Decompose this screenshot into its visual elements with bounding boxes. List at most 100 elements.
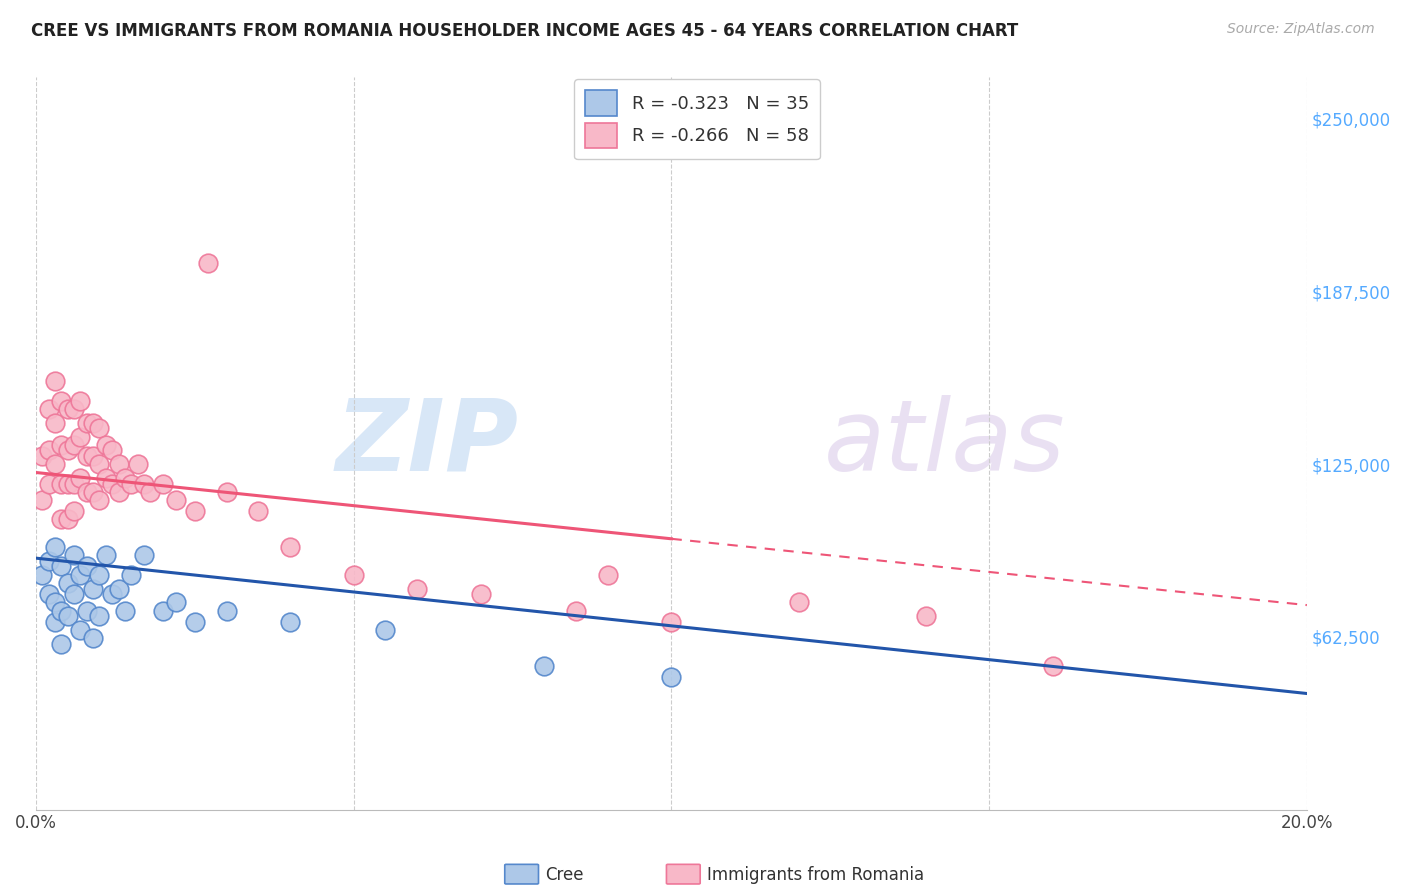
Point [94,438,117,452]
Point [470,587,492,601]
Point [165,493,187,508]
Point [82,632,104,646]
Point [114,471,136,485]
Point [139,484,162,499]
Point [82,582,104,596]
Point [69,471,91,485]
Point [51,438,73,452]
Point [56,512,79,526]
Point [89,609,111,624]
Point [63,549,86,563]
Point [63,476,86,491]
Text: Source: ZipAtlas.com: Source: ZipAtlas.com [1227,22,1375,37]
Point [247,504,270,518]
Point [44,416,66,430]
Point [278,615,301,629]
Point [101,443,124,458]
Text: CREE VS IMMIGRANTS FROM ROMANIA HOUSEHOLDER INCOME AGES 45 - 64 YEARS CORRELATIO: CREE VS IMMIGRANTS FROM ROMANIA HOUSEHOL… [31,22,1018,40]
Point [787,595,810,609]
Point [120,567,142,582]
Text: ZIP: ZIP [336,395,519,492]
Point [197,255,219,269]
Point [44,457,66,471]
Point [69,393,91,408]
Point [38,587,60,601]
Point [51,604,73,618]
Point [63,438,86,452]
Point [127,457,149,471]
Point [914,609,936,624]
Point [184,615,207,629]
Point [1042,659,1064,673]
Point [533,659,555,673]
Point [51,637,73,651]
Point [94,471,117,485]
Point [184,504,207,518]
Point [69,429,91,443]
Text: Immigrants from Romania: Immigrants from Romania [707,866,924,884]
Point [565,604,588,618]
Point [51,393,73,408]
Point [44,540,66,554]
Point [82,416,104,430]
Point [107,582,129,596]
Point [76,416,98,430]
Point [38,401,60,416]
Point [215,484,238,499]
Point [63,401,86,416]
Point [374,623,396,637]
Point [132,549,155,563]
Point [56,576,79,591]
Point [44,615,66,629]
Point [94,549,117,563]
Point [107,484,129,499]
Point [56,443,79,458]
Point [152,476,174,491]
Point [56,609,79,624]
Point [31,493,53,508]
Point [120,476,142,491]
Point [89,493,111,508]
Point [63,504,86,518]
Point [63,587,86,601]
Point [89,567,111,582]
Point [76,559,98,574]
Point [51,476,73,491]
Point [343,567,366,582]
Point [661,670,683,684]
Point [31,567,53,582]
Point [596,567,619,582]
Point [76,484,98,499]
Point [215,604,238,618]
Point [82,484,104,499]
Point [278,540,301,554]
Point [101,587,124,601]
Point [76,604,98,618]
Point [44,375,66,389]
Point [38,554,60,568]
Point [114,604,136,618]
Point [165,595,187,609]
Point [101,476,124,491]
Point [56,401,79,416]
Point [56,476,79,491]
Point [51,512,73,526]
Point [406,582,429,596]
Point [51,559,73,574]
Text: Cree: Cree [546,866,583,884]
Point [661,615,683,629]
Point [69,623,91,637]
Point [89,421,111,435]
Point [89,457,111,471]
Point [152,604,174,618]
Point [44,595,66,609]
Legend: R = -0.323   N = 35, R = -0.266   N = 58: R = -0.323 N = 35, R = -0.266 N = 58 [574,79,820,159]
Point [31,449,53,463]
Point [82,449,104,463]
Point [107,457,129,471]
Point [132,476,155,491]
Point [38,443,60,458]
Text: atlas: atlas [824,395,1066,492]
Point [69,567,91,582]
Point [76,449,98,463]
